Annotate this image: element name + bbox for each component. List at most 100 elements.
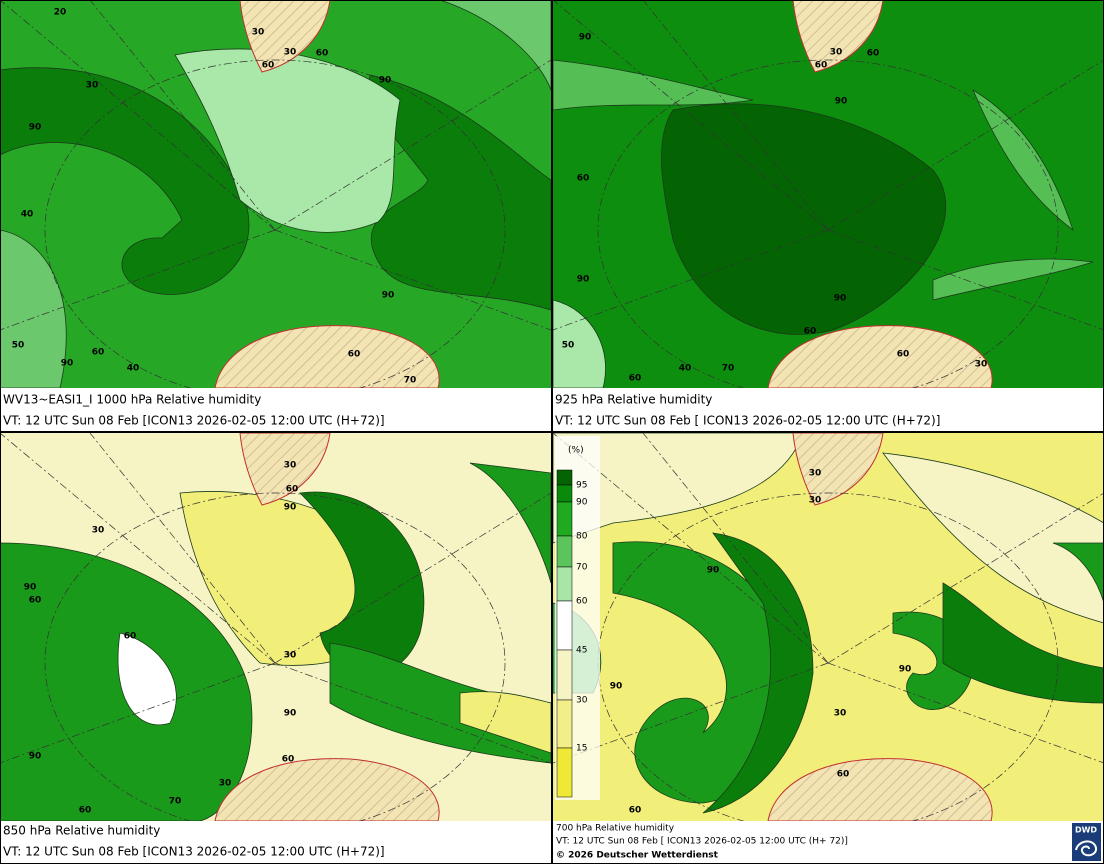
legend-swatch <box>556 747 573 798</box>
legend-swatch <box>556 699 573 749</box>
contour-label: 90 <box>707 566 720 576</box>
dwd-logo: DWD <box>1072 823 1101 861</box>
land <box>239 0 331 73</box>
contour-label: 60 <box>348 350 361 360</box>
contour-label: 60 <box>262 61 275 71</box>
land <box>214 325 440 388</box>
contour-label: 90 <box>579 33 592 43</box>
humidity-area <box>932 258 1094 301</box>
contour-label: 90 <box>24 583 37 593</box>
meridian-line <box>553 0 829 231</box>
meridian-line <box>642 0 829 231</box>
land <box>767 325 993 388</box>
contour-label: 30 <box>284 48 297 58</box>
contour-label: 30 <box>809 469 822 479</box>
contour-label: 60 <box>282 755 295 765</box>
legend-swatch <box>556 484 573 503</box>
land <box>214 758 440 821</box>
contour-label: 90 <box>379 76 392 86</box>
legend-swatch <box>556 600 573 651</box>
caption: 700 hPa Relative humidity <box>556 824 675 834</box>
contour-label: 90 <box>284 709 297 719</box>
valid-time: VT: 12 UTC Sun 08 Feb [ICON13 2026-02-05… <box>3 845 385 859</box>
contour-label: 60 <box>577 174 590 184</box>
humidity-area <box>553 59 754 111</box>
contour-label: 30 <box>284 461 297 471</box>
legend-label: 80 <box>576 532 588 542</box>
contour-label: 90 <box>835 97 848 107</box>
contour-label: 70 <box>169 797 182 807</box>
land <box>792 433 884 506</box>
contour-label: 90 <box>577 275 590 285</box>
meridian-line <box>89 433 276 664</box>
contour-label: 30 <box>830 48 843 58</box>
contour-label: 70 <box>404 376 417 386</box>
caption: 925 hPa Relative humidity <box>555 393 712 407</box>
meridian-line <box>827 229 1104 331</box>
meridian-line <box>553 433 829 664</box>
contour-label: 60 <box>837 770 850 780</box>
valid-time: VT: 12 UTC Sun 08 Feb [ ICON13 2026-02-0… <box>556 837 848 847</box>
legend-swatch <box>556 649 573 701</box>
land <box>792 0 884 73</box>
contour-label: 60 <box>804 327 817 337</box>
contour-label: 60 <box>286 485 299 495</box>
meridian-line <box>0 229 276 331</box>
contour-label: 60 <box>316 49 329 59</box>
contour-label: 50 <box>562 341 575 351</box>
contour-label: 40 <box>127 364 140 374</box>
meridian-line <box>274 229 551 331</box>
contour-label: 30 <box>219 779 232 789</box>
meridian-line <box>642 433 829 664</box>
humidity-area <box>174 48 401 233</box>
contour-label: 30 <box>834 709 847 719</box>
legend-swatch <box>556 566 573 602</box>
humidity-area <box>0 67 250 295</box>
humidity-area <box>369 74 551 311</box>
meridian-line <box>0 662 276 764</box>
contour-label: 90 <box>61 359 74 369</box>
contour-label: 30 <box>86 81 99 91</box>
caption: 850 hPa Relative humidity <box>3 824 160 838</box>
valid-time: VT: 12 UTC Sun 08 Feb [ ICON13 2026-02-0… <box>555 414 940 428</box>
humidity-area <box>459 691 551 754</box>
contour-label: 60 <box>124 632 137 642</box>
humidity-area <box>661 103 946 335</box>
contour-label: 60 <box>29 596 42 606</box>
map-panel: 20 30 30 60 60 90 30 90 40 90 50 60 90 40 60 70 <box>0 0 551 388</box>
contour-label: 30 <box>92 526 105 536</box>
meridian-line <box>0 433 276 664</box>
contour-label: 60 <box>629 374 642 384</box>
contour-label: 30 <box>284 651 297 661</box>
contour-label: 90 <box>899 665 912 675</box>
contour-label: 20 <box>54 8 67 18</box>
humidity-area <box>553 299 606 388</box>
contour-label: 60 <box>867 49 880 59</box>
contour-label: 90 <box>284 503 297 513</box>
meridian-line <box>274 492 551 664</box>
contour-label: 90 <box>382 291 395 301</box>
meridian-line <box>274 662 551 764</box>
meridian-line <box>827 662 1104 764</box>
legend-label: 95 <box>576 481 587 491</box>
contour-label: 40 <box>21 210 34 220</box>
legend-label: 30 <box>576 696 588 706</box>
legend-label: 45 <box>576 646 587 656</box>
meridian-line <box>827 59 1104 231</box>
humidity-area <box>942 582 1104 704</box>
legend-swatch <box>556 469 573 486</box>
contour-label: 30 <box>809 496 822 506</box>
land <box>767 758 993 821</box>
legend-label: 60 <box>576 597 588 607</box>
legend-label: 70 <box>576 563 588 573</box>
contour-label: 90 <box>610 682 623 692</box>
legend-unit: (%) <box>568 446 584 456</box>
maps: 20 30 30 60 60 90 30 90 40 90 50 60 90 40 60 70 90 30 60 60… <box>0 0 1104 821</box>
contour-label: 60 <box>92 348 105 358</box>
humidity-area <box>117 632 177 726</box>
copyright: © 2026 Deutscher Wetterdienst <box>556 851 719 861</box>
latitude-line <box>44 59 506 388</box>
contour-label: 40 <box>679 364 692 374</box>
